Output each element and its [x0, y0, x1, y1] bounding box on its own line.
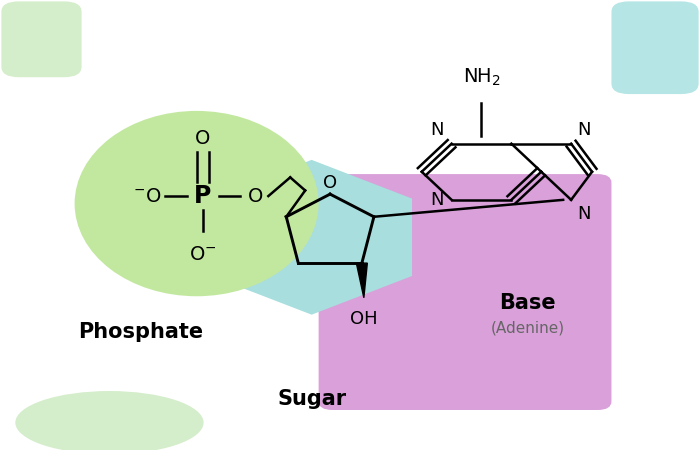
Ellipse shape: [15, 391, 204, 450]
Ellipse shape: [75, 111, 318, 296]
Polygon shape: [211, 160, 412, 315]
Text: N: N: [577, 121, 591, 139]
Text: OH: OH: [350, 310, 378, 328]
Text: $^{-}$O: $^{-}$O: [132, 187, 161, 206]
FancyBboxPatch shape: [612, 1, 699, 94]
Text: O$^{-}$: O$^{-}$: [189, 245, 216, 264]
FancyBboxPatch shape: [318, 174, 612, 410]
Text: P: P: [194, 184, 211, 208]
Text: O: O: [248, 187, 263, 206]
Text: N: N: [430, 121, 444, 139]
Text: Base: Base: [500, 292, 556, 313]
Text: O: O: [195, 129, 210, 148]
Text: Phosphate: Phosphate: [78, 322, 204, 342]
FancyBboxPatch shape: [1, 1, 82, 77]
Text: NH$_2$: NH$_2$: [463, 67, 500, 89]
Text: Sugar: Sugar: [277, 389, 346, 410]
Text: (Adenine): (Adenine): [491, 320, 565, 335]
Text: N: N: [577, 204, 591, 222]
Text: O: O: [323, 174, 337, 192]
Polygon shape: [356, 263, 368, 298]
Text: N: N: [430, 191, 444, 209]
